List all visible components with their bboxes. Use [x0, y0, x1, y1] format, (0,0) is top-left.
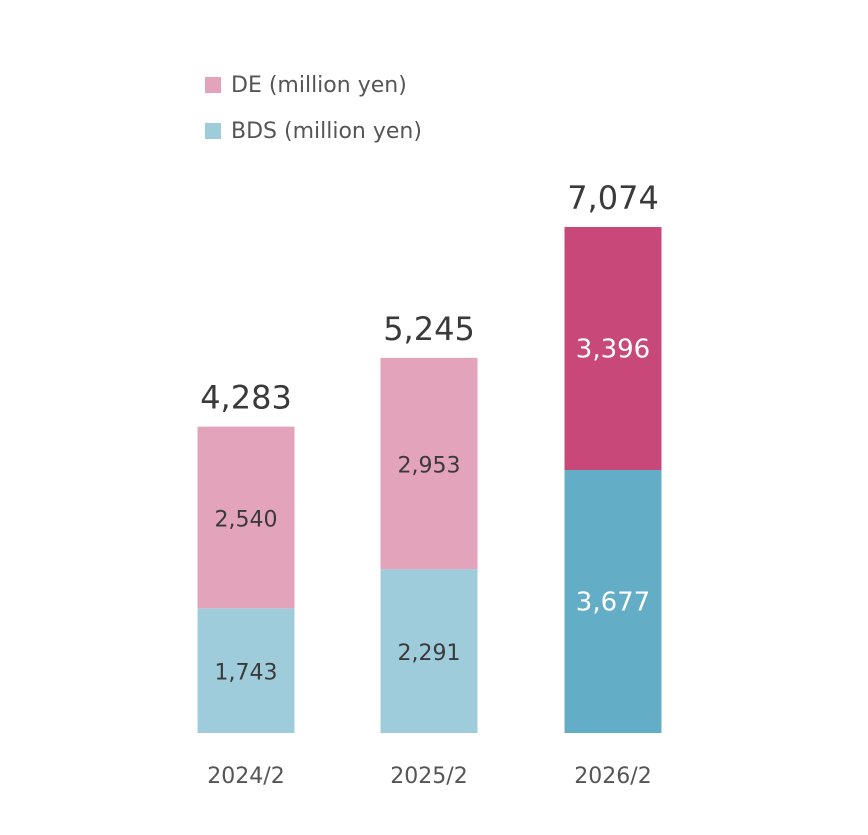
bar-bds-2: [564, 469, 662, 733]
total-label-2: 7,074: [567, 179, 659, 217]
data-label-de-0: 2,540: [215, 507, 278, 532]
x-tick-label-2: 2026/2: [574, 764, 651, 789]
legend-swatch-de: [205, 77, 221, 93]
data-label-de-1: 2,953: [398, 453, 461, 478]
bar-de-1: [380, 357, 478, 570]
bar-de-0: [197, 426, 295, 609]
total-label-0: 4,283: [200, 379, 292, 417]
legend: DE (million yen) BDS (million yen): [205, 62, 422, 154]
bar-bds-0: [197, 608, 295, 733]
x-tick-label-1: 2025/2: [390, 764, 467, 789]
legend-item-bds: BDS (million yen): [205, 108, 422, 154]
bar-de-2: [564, 227, 662, 470]
legend-swatch-bds: [205, 123, 221, 139]
x-tick-label-0: 2024/2: [207, 764, 284, 789]
legend-label-de: DE (million yen): [231, 72, 407, 98]
total-label-1: 5,245: [383, 310, 475, 348]
data-label-bds-1: 2,291: [398, 641, 461, 666]
data-label-bds-2: 3,677: [576, 587, 650, 617]
legend-item-de: DE (million yen): [205, 62, 422, 108]
data-label-de-2: 3,396: [576, 334, 650, 364]
legend-label-bds: BDS (million yen): [231, 118, 422, 144]
data-label-bds-0: 1,743: [215, 661, 278, 686]
bar-bds-1: [380, 569, 478, 733]
